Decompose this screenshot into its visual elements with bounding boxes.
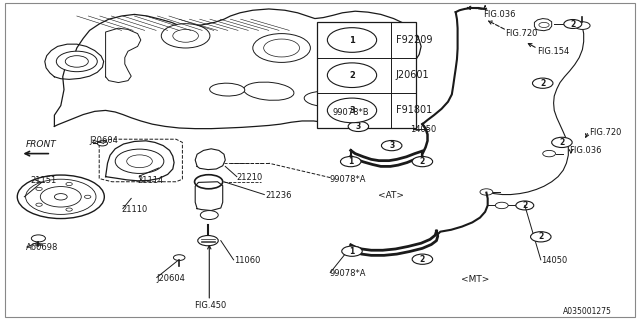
Circle shape bbox=[412, 156, 433, 167]
Text: F92209: F92209 bbox=[396, 35, 433, 45]
Text: 99078*A: 99078*A bbox=[330, 269, 366, 278]
Text: 2: 2 bbox=[522, 201, 527, 210]
Circle shape bbox=[17, 175, 104, 219]
Circle shape bbox=[328, 28, 376, 52]
Text: 99078*A: 99078*A bbox=[330, 175, 366, 184]
FancyBboxPatch shape bbox=[317, 22, 416, 128]
Circle shape bbox=[97, 141, 108, 146]
Circle shape bbox=[543, 150, 556, 157]
Circle shape bbox=[36, 203, 42, 206]
Circle shape bbox=[340, 156, 361, 167]
Text: FIG.036: FIG.036 bbox=[570, 146, 602, 155]
Text: 21210: 21210 bbox=[237, 173, 263, 182]
Circle shape bbox=[336, 52, 362, 65]
Text: 21114: 21114 bbox=[138, 176, 164, 185]
Text: 2: 2 bbox=[420, 157, 425, 166]
Text: 99078*B: 99078*B bbox=[333, 108, 369, 116]
Circle shape bbox=[575, 22, 590, 29]
Circle shape bbox=[531, 232, 551, 242]
Text: 21236: 21236 bbox=[266, 191, 292, 200]
Circle shape bbox=[539, 22, 549, 28]
Circle shape bbox=[412, 254, 433, 264]
Text: <MT>: <MT> bbox=[461, 276, 489, 284]
Circle shape bbox=[495, 202, 508, 209]
Text: A035001275: A035001275 bbox=[563, 307, 612, 316]
Text: <AT>: <AT> bbox=[378, 191, 404, 200]
Text: J20601: J20601 bbox=[396, 70, 429, 80]
Text: 14050: 14050 bbox=[410, 125, 436, 134]
Text: 2: 2 bbox=[538, 232, 543, 241]
Text: FIG.036: FIG.036 bbox=[483, 10, 516, 19]
Text: A60698: A60698 bbox=[26, 244, 58, 252]
Circle shape bbox=[40, 187, 81, 207]
Circle shape bbox=[173, 255, 185, 260]
Text: 11060: 11060 bbox=[234, 256, 260, 265]
Circle shape bbox=[253, 34, 310, 62]
Circle shape bbox=[264, 39, 300, 57]
Circle shape bbox=[552, 137, 572, 148]
Text: 14050: 14050 bbox=[541, 256, 567, 265]
Circle shape bbox=[65, 56, 88, 67]
Text: 3: 3 bbox=[389, 141, 394, 150]
Circle shape bbox=[324, 46, 373, 70]
Circle shape bbox=[26, 179, 96, 214]
Text: FIG.154: FIG.154 bbox=[538, 47, 570, 56]
Circle shape bbox=[348, 121, 369, 132]
Circle shape bbox=[56, 51, 97, 72]
Text: FRONT: FRONT bbox=[26, 140, 56, 149]
Text: 2: 2 bbox=[559, 138, 564, 147]
Text: 2: 2 bbox=[349, 71, 355, 80]
Text: J20604: J20604 bbox=[157, 274, 186, 283]
Circle shape bbox=[200, 211, 218, 220]
Text: FIG.720: FIG.720 bbox=[589, 128, 621, 137]
Circle shape bbox=[66, 182, 72, 186]
Circle shape bbox=[516, 201, 534, 210]
Circle shape bbox=[328, 63, 376, 88]
Circle shape bbox=[66, 208, 72, 211]
Text: 2: 2 bbox=[540, 79, 545, 88]
Text: 3: 3 bbox=[356, 122, 361, 131]
Circle shape bbox=[127, 155, 152, 168]
Text: 3: 3 bbox=[349, 106, 355, 115]
Circle shape bbox=[342, 246, 362, 256]
Circle shape bbox=[339, 117, 352, 123]
Circle shape bbox=[173, 29, 198, 42]
Circle shape bbox=[54, 194, 67, 200]
Circle shape bbox=[532, 78, 553, 88]
Circle shape bbox=[36, 187, 42, 190]
Circle shape bbox=[115, 149, 164, 173]
Text: 21110: 21110 bbox=[122, 205, 148, 214]
Text: F91801: F91801 bbox=[396, 105, 432, 116]
Text: 2: 2 bbox=[570, 20, 575, 28]
Circle shape bbox=[84, 195, 91, 198]
Circle shape bbox=[328, 98, 376, 123]
Circle shape bbox=[381, 140, 402, 151]
Ellipse shape bbox=[210, 83, 244, 96]
Circle shape bbox=[161, 24, 210, 48]
Text: 2: 2 bbox=[420, 255, 425, 264]
Text: 1: 1 bbox=[349, 36, 355, 44]
Text: FIG.450: FIG.450 bbox=[194, 301, 226, 310]
Text: 1: 1 bbox=[348, 157, 353, 166]
Ellipse shape bbox=[244, 82, 294, 100]
Text: 1: 1 bbox=[349, 247, 355, 256]
Circle shape bbox=[31, 235, 45, 242]
Ellipse shape bbox=[358, 78, 385, 88]
Circle shape bbox=[195, 175, 223, 189]
Ellipse shape bbox=[304, 92, 349, 107]
Text: FIG.720: FIG.720 bbox=[506, 29, 538, 38]
Circle shape bbox=[370, 117, 383, 123]
Text: J20604: J20604 bbox=[90, 136, 118, 145]
Circle shape bbox=[198, 236, 218, 246]
Circle shape bbox=[564, 20, 582, 28]
Text: 21151: 21151 bbox=[31, 176, 57, 185]
Circle shape bbox=[480, 189, 493, 195]
